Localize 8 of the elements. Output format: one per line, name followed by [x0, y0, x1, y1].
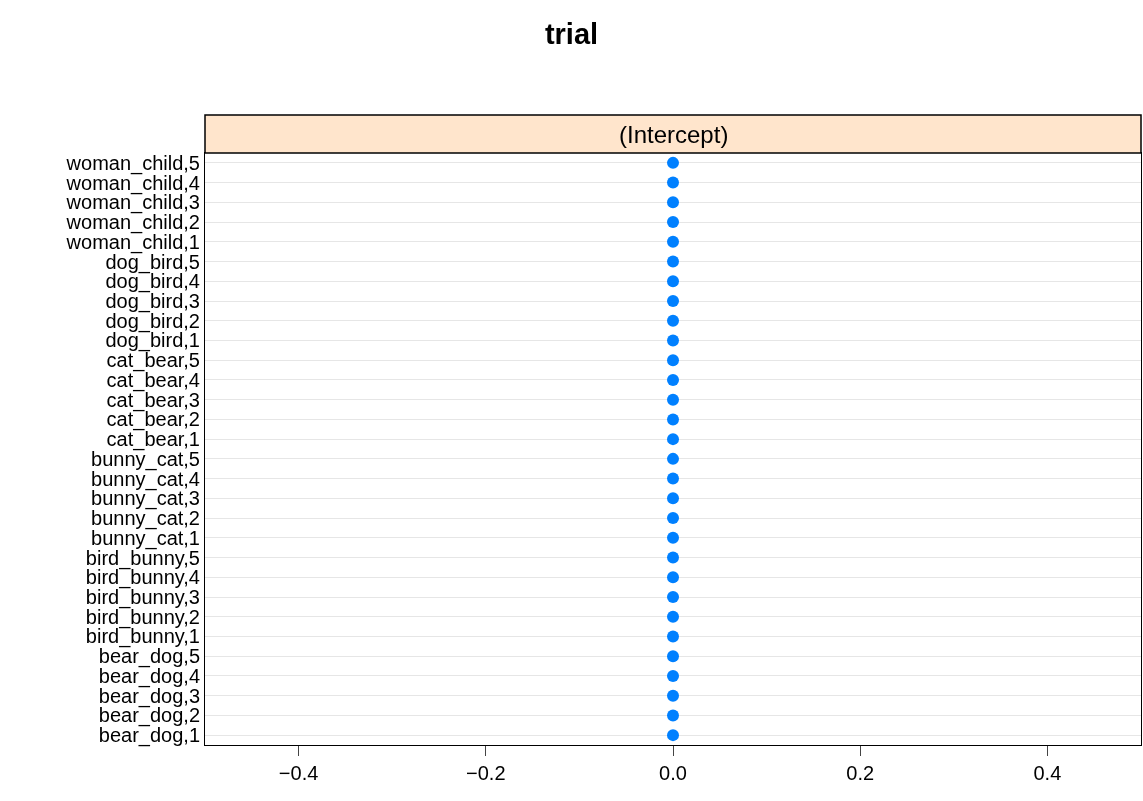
x-tick-label: −0.4 — [278, 762, 319, 784]
x-tick-label: 0.4 — [1033, 762, 1062, 784]
chart-title: trial — [544, 18, 599, 51]
x-tick-label: 0.2 — [846, 762, 875, 784]
x-tick-label: −0.2 — [466, 762, 506, 784]
text: (Intercept) — [619, 121, 729, 148]
y-tick-label: woman_child,5 — [65, 151, 200, 175]
x-tick-label: 0.0 — [659, 762, 687, 784]
